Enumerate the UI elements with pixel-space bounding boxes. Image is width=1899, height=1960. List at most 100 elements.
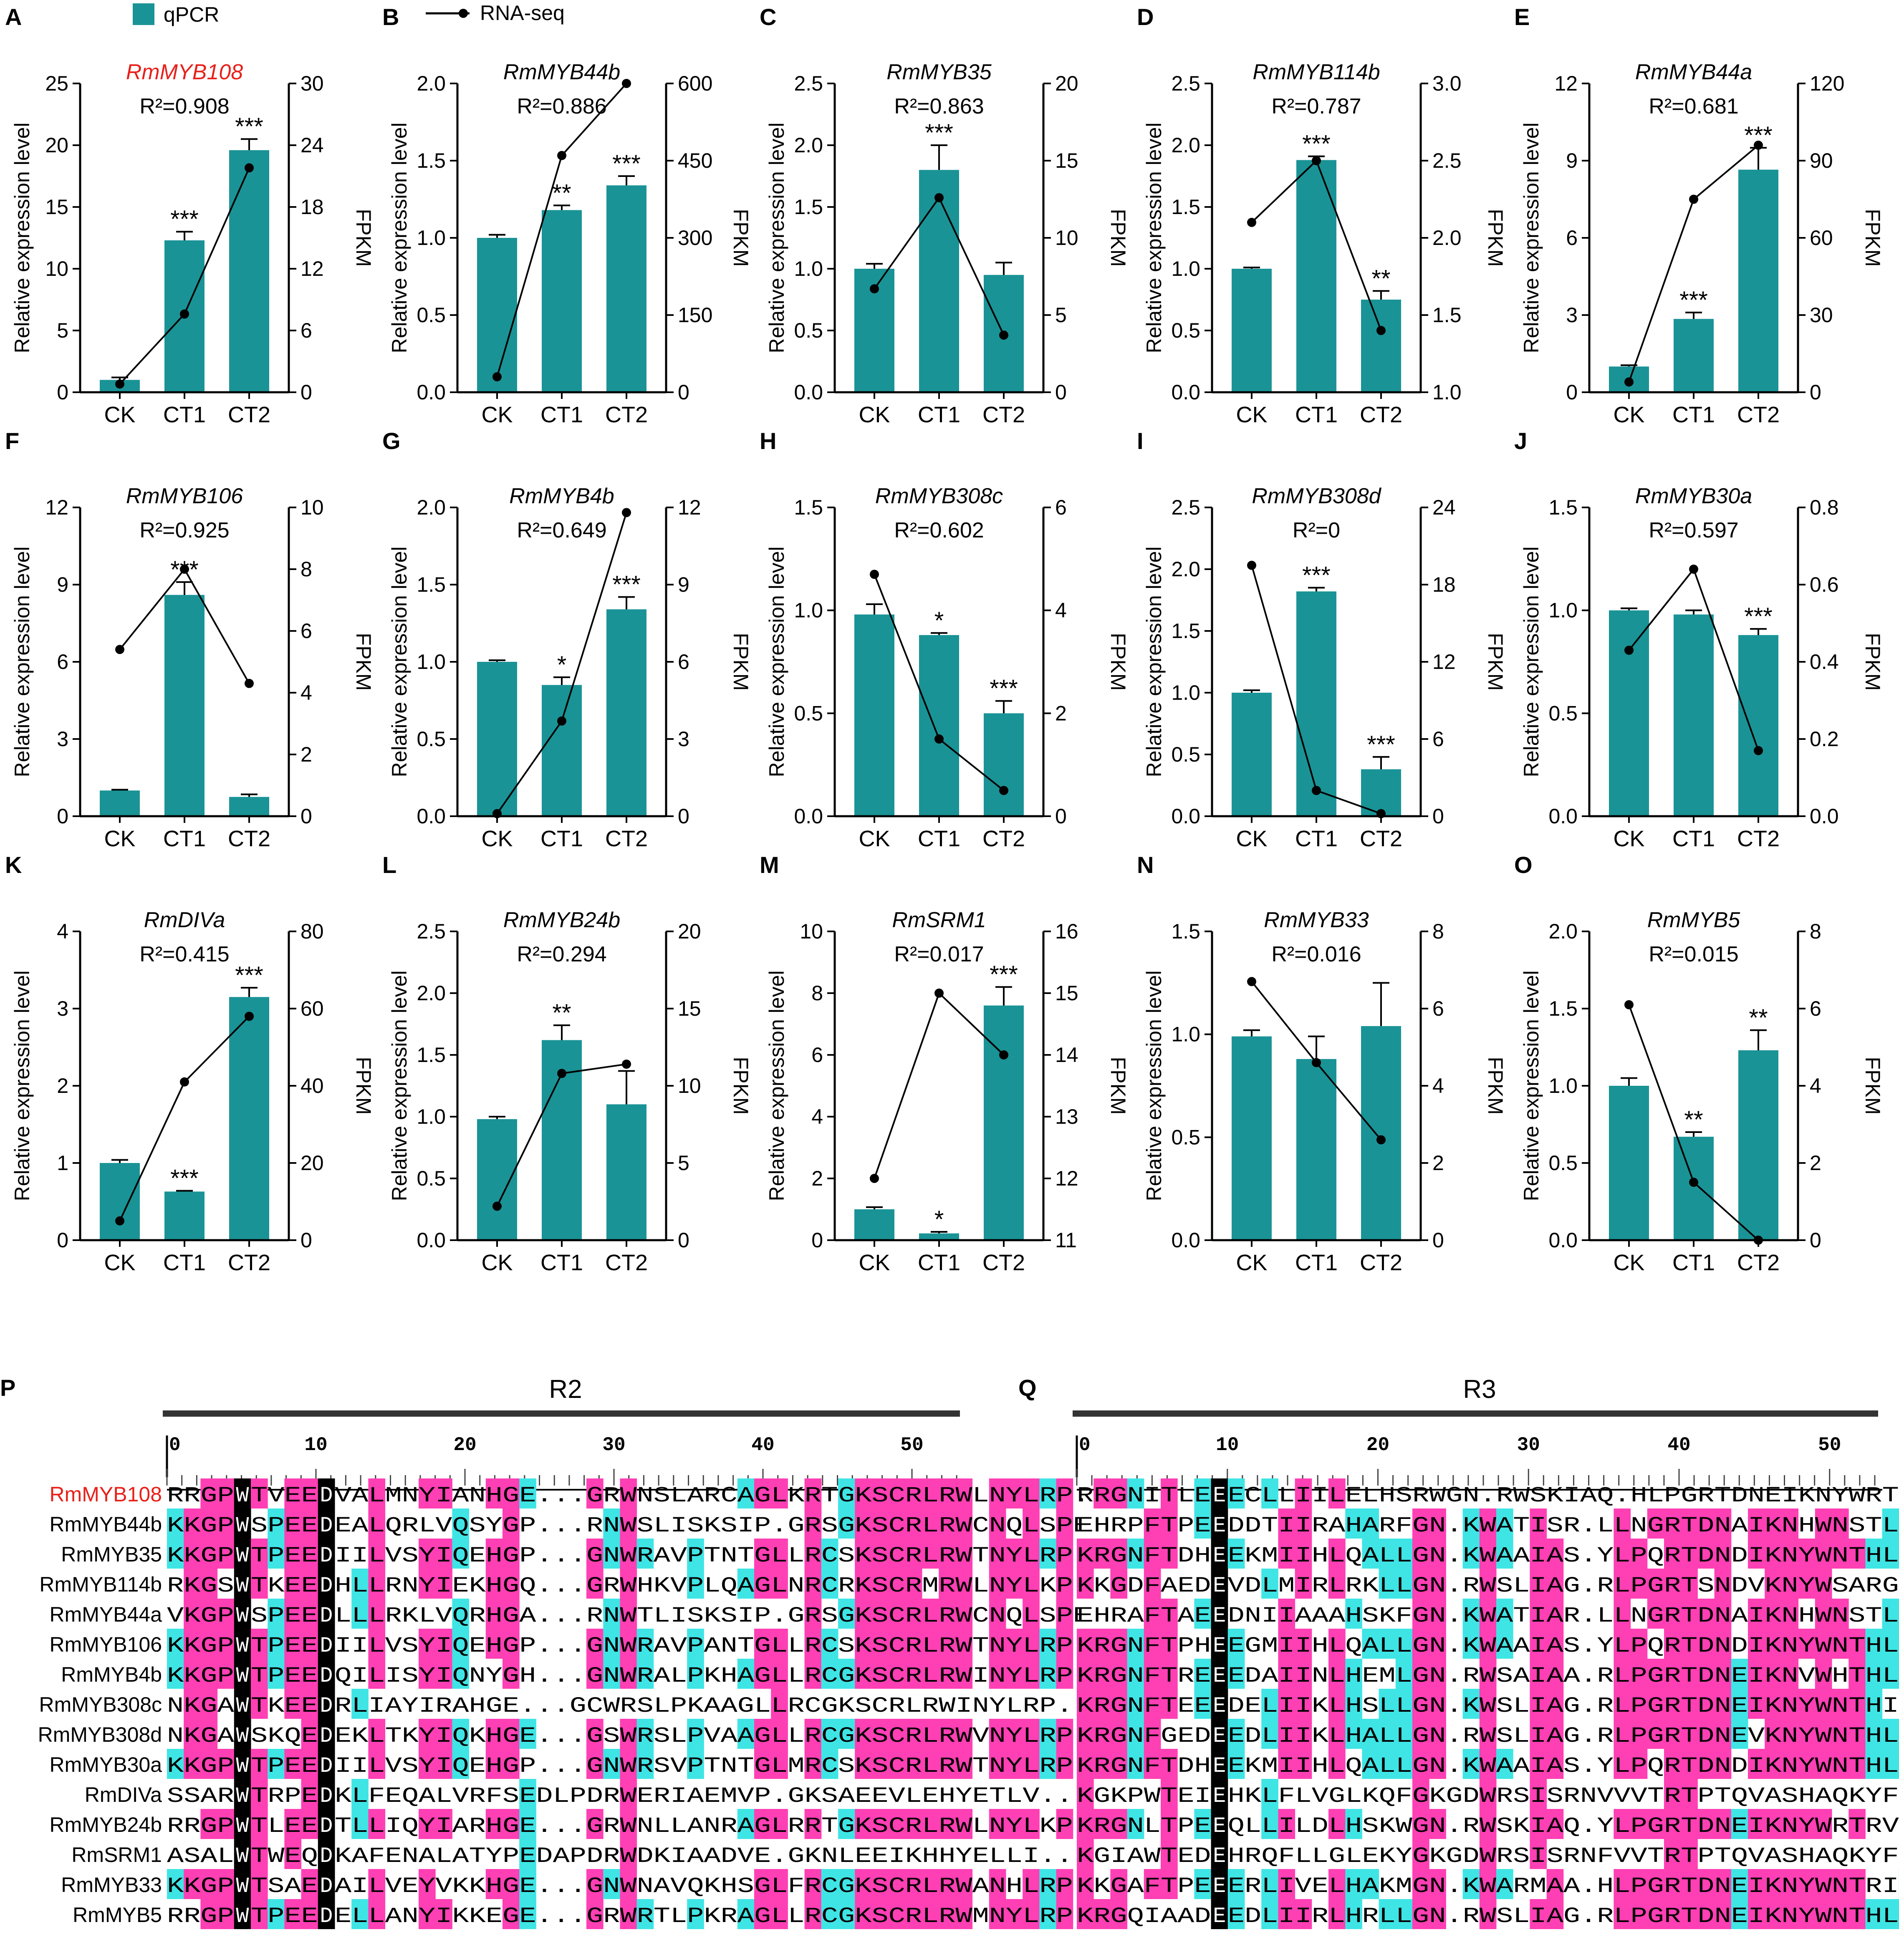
alignment-shade bbox=[1161, 1659, 1178, 1689]
panel-letter: L bbox=[382, 852, 396, 878]
alignment-shade bbox=[1328, 1629, 1346, 1659]
significance-mark: *** bbox=[235, 962, 263, 989]
conserved-residue: E bbox=[1213, 1694, 1226, 1718]
alignment-shade bbox=[1110, 1869, 1128, 1899]
alignment-shade bbox=[888, 1629, 906, 1659]
right-tick-label: 15 bbox=[1055, 149, 1078, 172]
rnaseq-point bbox=[934, 193, 944, 202]
alignment-shade bbox=[1765, 1899, 1782, 1929]
alignment-shade bbox=[1144, 1869, 1161, 1899]
alignment-shade bbox=[351, 1809, 369, 1839]
right-axis-label: FPKM bbox=[1861, 1057, 1884, 1115]
alignment-shade bbox=[1697, 1689, 1715, 1719]
alignment-shade bbox=[1815, 1659, 1832, 1689]
left-tick-label: 2.0 bbox=[1171, 557, 1200, 581]
alignment-shade bbox=[1211, 1508, 1228, 1539]
region-bar bbox=[1073, 1410, 1878, 1417]
right-tick-label: 10 bbox=[1055, 226, 1078, 250]
sequence-row: RKGSWTKEEDHLLRNYIEKHGQ...GRWHKVPLQAGLNRC… bbox=[167, 1574, 1090, 1598]
alignment-shade bbox=[1462, 1749, 1480, 1779]
alignment-shade bbox=[503, 1869, 520, 1899]
right-tick-label: 11 bbox=[1055, 1228, 1077, 1252]
panel-letter: D bbox=[1137, 4, 1154, 30]
alignment-shade bbox=[989, 1899, 1006, 1929]
x-tick-label: CK bbox=[1613, 1250, 1644, 1275]
conserved-residue: E bbox=[1213, 1904, 1226, 1929]
qpcr-legend-swatch bbox=[133, 3, 154, 25]
left-tick-label: 1.5 bbox=[1548, 997, 1578, 1020]
alignment-shade bbox=[1681, 1569, 1698, 1599]
sequence-name: RmMYB30a bbox=[49, 1753, 162, 1776]
alignment-shade bbox=[217, 1478, 235, 1508]
alignment-shade bbox=[1697, 1809, 1715, 1839]
right-tick-label: 0 bbox=[1810, 1228, 1821, 1252]
significance-mark: *** bbox=[990, 675, 1018, 702]
alignment-shade bbox=[955, 1899, 973, 1929]
ruler-label: 20 bbox=[1366, 1434, 1389, 1456]
right-tick-label: 2 bbox=[1055, 701, 1067, 725]
alignment-shade bbox=[1278, 1659, 1295, 1689]
left-tick-label: 1.0 bbox=[417, 650, 446, 674]
sequence-name: RmMYB44b bbox=[49, 1513, 162, 1536]
alignment-shade bbox=[687, 1749, 704, 1779]
alignment-shade bbox=[200, 1599, 218, 1629]
alignment-shade bbox=[905, 1508, 922, 1539]
right-axis-label: FPKM bbox=[1106, 209, 1130, 267]
rnaseq-point bbox=[557, 1069, 566, 1078]
alignment-shade bbox=[1161, 1689, 1178, 1719]
bar-ct2 bbox=[984, 1005, 1024, 1240]
alignment-shade bbox=[1006, 1539, 1023, 1569]
alignment-shade bbox=[1110, 1539, 1128, 1569]
alignment-shade bbox=[1681, 1749, 1698, 1779]
left-tick-label: 6 bbox=[57, 650, 68, 674]
alignment-shade bbox=[620, 1629, 637, 1659]
alignment-shade bbox=[771, 1689, 788, 1719]
alignment-shade bbox=[1865, 1899, 1883, 1929]
alignment-shade bbox=[1681, 1809, 1698, 1839]
alignment-shade bbox=[989, 1659, 1006, 1689]
right-tick-label: 300 bbox=[678, 226, 712, 250]
left-axis-label: Relative expression level bbox=[765, 122, 788, 353]
legend: qPCR RNA-seq bbox=[133, 1, 565, 26]
rnaseq-point bbox=[1312, 156, 1321, 165]
alignment-shade bbox=[1546, 1749, 1564, 1779]
alignment-shade bbox=[200, 1869, 218, 1899]
left-tick-label: 3 bbox=[57, 727, 68, 751]
alignment-shade bbox=[217, 1508, 235, 1539]
left-tick-label: 10 bbox=[45, 257, 68, 280]
right-tick-label: 3.0 bbox=[1432, 72, 1462, 95]
rnaseq-point bbox=[1376, 326, 1386, 335]
alignment-shade bbox=[234, 1539, 251, 1569]
right-axis-label: FPKM bbox=[729, 1057, 753, 1115]
right-axis-label: FPKM bbox=[1106, 1057, 1130, 1115]
alignment-shade bbox=[1328, 1569, 1346, 1599]
alignment-shade bbox=[1023, 1599, 1040, 1629]
alignment-shade bbox=[1798, 1629, 1816, 1659]
alignment-shade bbox=[1295, 1508, 1312, 1539]
alignment-shade bbox=[184, 1539, 201, 1569]
sequence-row: KKGPWTPEEDIILVSYIQEHGP...GNWRAVPTNTGLLRC… bbox=[167, 1544, 1090, 1568]
alignment-shade bbox=[1023, 1508, 1040, 1539]
alignment-shade bbox=[905, 1719, 922, 1749]
alignment-shade bbox=[939, 1508, 956, 1539]
alignment-shade bbox=[301, 1899, 318, 1929]
rnaseq-point bbox=[1247, 977, 1256, 986]
bar-ct1 bbox=[919, 635, 959, 816]
alignment-shade bbox=[301, 1478, 318, 1508]
x-tick-label: CT1 bbox=[918, 826, 960, 851]
alignment-shade bbox=[1227, 1539, 1245, 1569]
alignment-shade bbox=[603, 1629, 620, 1659]
alignment-shade bbox=[922, 1659, 939, 1689]
alignment-shade bbox=[955, 1599, 973, 1629]
x-tick-label: CK bbox=[1613, 826, 1644, 851]
alignment-shade bbox=[1546, 1689, 1564, 1719]
alignment-shade bbox=[503, 1899, 520, 1929]
alignment-shade bbox=[1412, 1629, 1429, 1659]
alignment-shade bbox=[1832, 1899, 1849, 1929]
left-tick-label: 0.5 bbox=[1171, 319, 1200, 342]
alignment-shade bbox=[771, 1749, 788, 1779]
left-tick-label: 12 bbox=[45, 496, 68, 519]
alignment-shade bbox=[503, 1478, 520, 1508]
sequence-row: KKGPWTPEEDIILVSYIQEHGP...GNWRAVPANTGLLRC… bbox=[167, 1634, 1090, 1658]
alignment-shade bbox=[167, 1869, 184, 1899]
